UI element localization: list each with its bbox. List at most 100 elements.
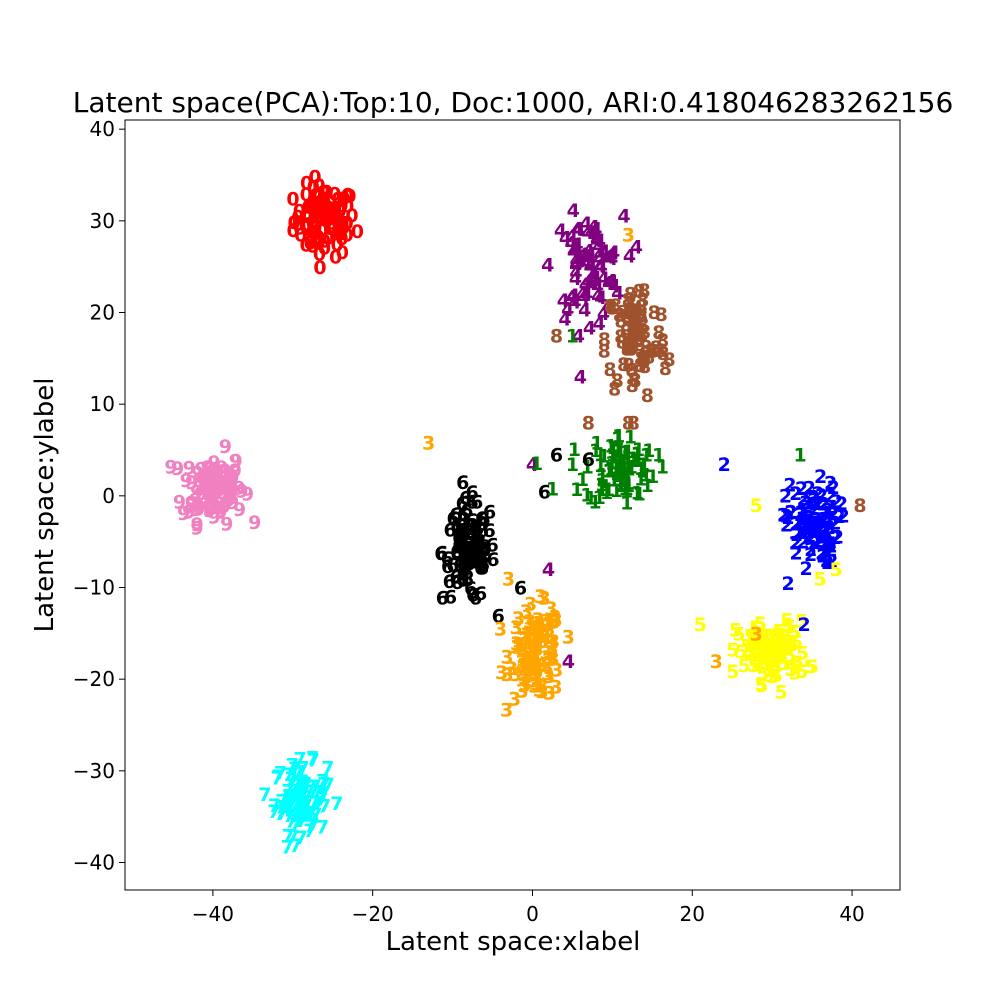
point-0: 0 — [313, 206, 326, 228]
point-1: 1 — [617, 456, 630, 478]
point-5: 5 — [754, 626, 767, 648]
point-0: 0 — [324, 218, 337, 240]
point-8: 8 — [853, 495, 866, 517]
point-1: 1 — [566, 325, 579, 347]
point-1: 1 — [620, 492, 633, 514]
point-7: 7 — [294, 773, 307, 795]
point-1: 1 — [640, 445, 653, 467]
point-7: 7 — [318, 796, 331, 818]
point-4: 4 — [593, 230, 606, 252]
point-6: 6 — [470, 527, 483, 549]
point-8: 8 — [622, 289, 635, 311]
point-8: 8 — [659, 358, 672, 380]
point-1: 1 — [610, 480, 623, 502]
point-6: 6 — [456, 472, 469, 494]
point-3: 3 — [512, 635, 525, 657]
point-8: 8 — [624, 338, 637, 360]
point-3: 3 — [550, 610, 563, 632]
point-2: 2 — [800, 519, 813, 541]
point-5: 5 — [749, 617, 762, 639]
point-8: 8 — [624, 292, 637, 314]
point-5: 5 — [754, 629, 767, 651]
point-6: 6 — [483, 502, 496, 524]
point-7: 7 — [305, 802, 318, 824]
point-0: 0 — [321, 201, 334, 223]
point-9: 9 — [189, 499, 202, 521]
point-9: 9 — [192, 498, 205, 520]
point-1: 1 — [614, 474, 627, 496]
point-5: 5 — [756, 639, 769, 661]
point-9: 9 — [233, 499, 246, 521]
point-0: 0 — [312, 186, 325, 208]
point-5: 5 — [751, 654, 764, 676]
point-5: 5 — [790, 632, 803, 654]
point-6: 6 — [444, 587, 457, 609]
point-2: 2 — [794, 512, 807, 534]
point-8: 8 — [634, 301, 647, 323]
point-7: 7 — [292, 785, 305, 807]
point-2: 2 — [804, 539, 817, 561]
point-4: 4 — [571, 219, 584, 241]
point-5: 5 — [768, 626, 781, 648]
point-4: 4 — [542, 559, 555, 581]
point-6: 6 — [464, 578, 477, 600]
point-4: 4 — [541, 254, 554, 276]
point-5: 5 — [776, 653, 789, 675]
point-3: 3 — [536, 631, 549, 653]
point-3: 3 — [550, 659, 563, 681]
point-4: 4 — [606, 271, 619, 293]
point-6: 6 — [434, 543, 447, 565]
point-1: 1 — [621, 455, 634, 477]
point-7: 7 — [277, 798, 290, 820]
point-7: 7 — [316, 770, 329, 792]
point-5: 5 — [738, 655, 751, 677]
point-1: 1 — [621, 446, 634, 468]
point-7: 7 — [283, 796, 296, 818]
point-9: 9 — [191, 514, 204, 536]
point-5: 5 — [795, 661, 808, 683]
point-1: 1 — [596, 469, 609, 491]
point-5: 5 — [769, 648, 782, 670]
point-1: 1 — [588, 492, 601, 514]
point-2: 2 — [808, 532, 821, 554]
point-6: 6 — [477, 508, 490, 530]
point-7: 7 — [316, 817, 329, 839]
point-1: 1 — [630, 450, 643, 472]
point-7: 7 — [308, 776, 321, 798]
point-7: 7 — [282, 764, 295, 786]
point-1: 1 — [604, 459, 617, 481]
point-8: 8 — [630, 300, 643, 322]
point-6: 6 — [456, 520, 469, 542]
point-1: 1 — [602, 479, 615, 501]
point-8: 8 — [626, 337, 639, 359]
point-0: 0 — [313, 244, 326, 266]
point-0: 0 — [334, 223, 347, 245]
point-8: 8 — [638, 322, 651, 344]
point-9: 9 — [218, 460, 231, 482]
point-9: 9 — [233, 478, 246, 500]
point-7: 7 — [289, 835, 302, 857]
point-3: 3 — [546, 632, 559, 654]
point-0: 0 — [302, 225, 315, 247]
point-3: 3 — [522, 650, 535, 672]
y-tick-label: −40 — [73, 851, 115, 875]
point-7: 7 — [293, 785, 306, 807]
point-2: 2 — [779, 485, 792, 507]
point-2: 2 — [832, 506, 845, 528]
point-9: 9 — [211, 463, 224, 485]
point-6: 6 — [446, 554, 459, 576]
point-1: 1 — [596, 464, 609, 486]
point-2: 2 — [795, 478, 808, 500]
point-0: 0 — [320, 203, 333, 225]
point-6: 6 — [471, 519, 484, 541]
point-8: 8 — [614, 310, 627, 332]
point-2: 2 — [828, 513, 841, 535]
point-3: 3 — [540, 611, 553, 633]
point-5: 5 — [758, 654, 771, 676]
point-8: 8 — [634, 355, 647, 377]
point-7: 7 — [293, 774, 306, 796]
point-8: 8 — [628, 370, 641, 392]
point-2: 2 — [817, 494, 830, 516]
point-2: 2 — [827, 477, 840, 499]
point-4: 4 — [584, 243, 597, 265]
